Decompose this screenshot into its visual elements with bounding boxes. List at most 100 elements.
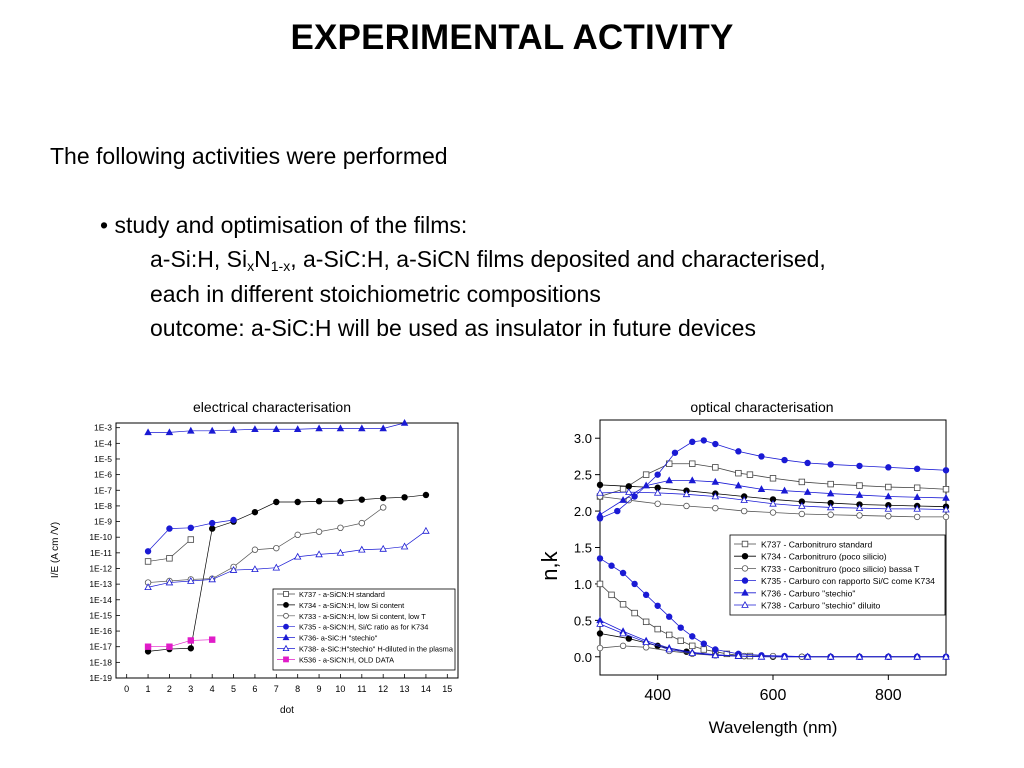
electrical-data-point — [166, 555, 173, 562]
optical-data-point — [619, 486, 627, 493]
optical-legend-box — [729, 534, 946, 616]
electrical-x-tick-label: 3 — [188, 684, 193, 694]
optical-x-tick-label: 400 — [644, 687, 671, 704]
electrical-y-tick-label: 1E-6 — [94, 470, 112, 480]
optical-data-point — [700, 646, 707, 653]
optical-data-point — [769, 499, 777, 507]
electrical-y-tick-label: 1E-14 — [89, 595, 112, 605]
optical-data-point — [608, 591, 615, 599]
optical-data-point — [653, 488, 662, 496]
optical-data-point — [826, 489, 835, 497]
optical-data-point — [596, 630, 604, 637]
optical-data-point — [614, 507, 621, 515]
bullet-text: • study and optimisation of the films: — [100, 212, 468, 238]
slide-title: EXPERIMENTAL ACTIVITY — [290, 18, 734, 57]
electrical-x-tick-label: 15 — [442, 684, 452, 694]
optical-data-point — [631, 580, 638, 588]
electrical-data-point — [315, 498, 323, 505]
outcome-line: outcome: a-SiC:H will be used as insulat… — [150, 315, 756, 341]
electrical-x-tick-label: 6 — [252, 684, 257, 694]
electrical-data-point — [144, 548, 152, 555]
electrical-series-line — [148, 494, 426, 652]
optical-x-tick-label: 600 — [760, 687, 787, 704]
electrical-x-tick-label: 7 — [274, 684, 279, 694]
optical-data-point — [688, 476, 697, 484]
optical-x-axis-label: Wavelength (nm) — [709, 718, 838, 737]
optical-data-point — [884, 504, 893, 512]
electrical-data-point — [166, 643, 173, 650]
electrical-data-point — [422, 526, 430, 534]
electrical-data-point — [315, 424, 323, 432]
electrical-data-point — [379, 504, 387, 511]
electrical-legend-box — [272, 588, 456, 671]
electrical-data-point — [187, 426, 195, 434]
electrical-series-line — [148, 507, 384, 583]
optical-x-tick-label: 800 — [875, 687, 902, 704]
electrical-data-point — [358, 496, 366, 503]
electrical-data-point — [187, 536, 195, 543]
optical-data-point — [596, 580, 604, 588]
optical-data-point — [642, 618, 650, 626]
optical-data-point — [723, 650, 731, 658]
optical-data-point — [769, 475, 777, 482]
electrical-data-point — [337, 524, 344, 532]
electrical-y-tick-label: 1E-9 — [94, 517, 112, 527]
optical-data-point — [735, 448, 742, 455]
films-sub-x: x — [247, 258, 255, 274]
optical-data-point — [942, 493, 950, 501]
optical-data-point — [757, 485, 766, 492]
optical-y-tick-label: 2.0 — [574, 504, 592, 519]
electrical-legend-marker — [283, 602, 289, 608]
optical-data-point — [942, 505, 950, 513]
electrical-legend-entry: K738- a-SiC:H"stechio" H-diluted in the … — [299, 645, 454, 654]
optical-data-point — [827, 480, 834, 488]
optical-data-point — [798, 501, 806, 509]
optical-data-point — [942, 513, 950, 521]
optical-data-point — [798, 510, 806, 518]
electrical-data-point — [144, 643, 152, 650]
electrical-legend-marker — [282, 633, 290, 641]
compositions-line: each in different stoichiometric composi… — [150, 281, 601, 307]
optical-data-point — [625, 496, 633, 504]
optical-data-point — [734, 481, 743, 489]
optical-data-point — [596, 510, 604, 518]
electrical-data-point — [208, 636, 216, 643]
optical-data-point — [671, 449, 679, 456]
electrical-legend-entry: K536 - a-SiCN:H, OLD DATA — [299, 655, 394, 664]
electrical-data-point — [166, 525, 173, 532]
optical-data-point — [827, 511, 834, 518]
optical-data-point — [735, 469, 742, 477]
electrical-x-axis-label: dot — [280, 705, 294, 716]
electrical-data-point — [229, 566, 238, 573]
optical-data-point — [689, 438, 696, 446]
optical-data-point — [803, 488, 812, 495]
films-part-rest: , a-SiC:H, a-SiCN films deposited and ch… — [290, 246, 826, 272]
optical-data-point — [804, 459, 811, 467]
optical-data-point — [885, 464, 892, 471]
electrical-y-tick-label: 1E-7 — [94, 485, 112, 495]
optical-data-point — [734, 652, 743, 659]
optical-series-line-k — [599, 623, 946, 658]
optical-legend-entry: K737 - Carbonitruro standard — [761, 540, 873, 550]
optical-data-point — [666, 631, 673, 639]
electrical-y-tick-label: 1E-12 — [89, 563, 112, 573]
electrical-data-point — [230, 516, 237, 524]
electrical-data-point — [251, 565, 259, 573]
electrical-plot-frame — [115, 422, 459, 679]
optical-data-point — [688, 649, 697, 656]
optical-data-point — [619, 629, 627, 637]
optical-y-tick-label: 0.5 — [574, 613, 592, 628]
optical-data-point — [700, 437, 707, 444]
electrical-x-tick-label: 9 — [317, 684, 322, 694]
electrical-data-point — [187, 637, 195, 644]
electrical-data-point — [165, 578, 174, 586]
films-line: a-Si:H, SixN1-x, a-SiC:H, a-SiCN films d… — [150, 246, 826, 274]
optical-data-point — [682, 490, 691, 498]
optical-data-point — [642, 644, 650, 651]
electrical-data-point — [144, 558, 152, 565]
optical-data-point — [689, 633, 696, 640]
optical-data-point — [826, 652, 835, 660]
electrical-data-point — [144, 583, 152, 591]
electrical-data-point — [273, 498, 280, 506]
